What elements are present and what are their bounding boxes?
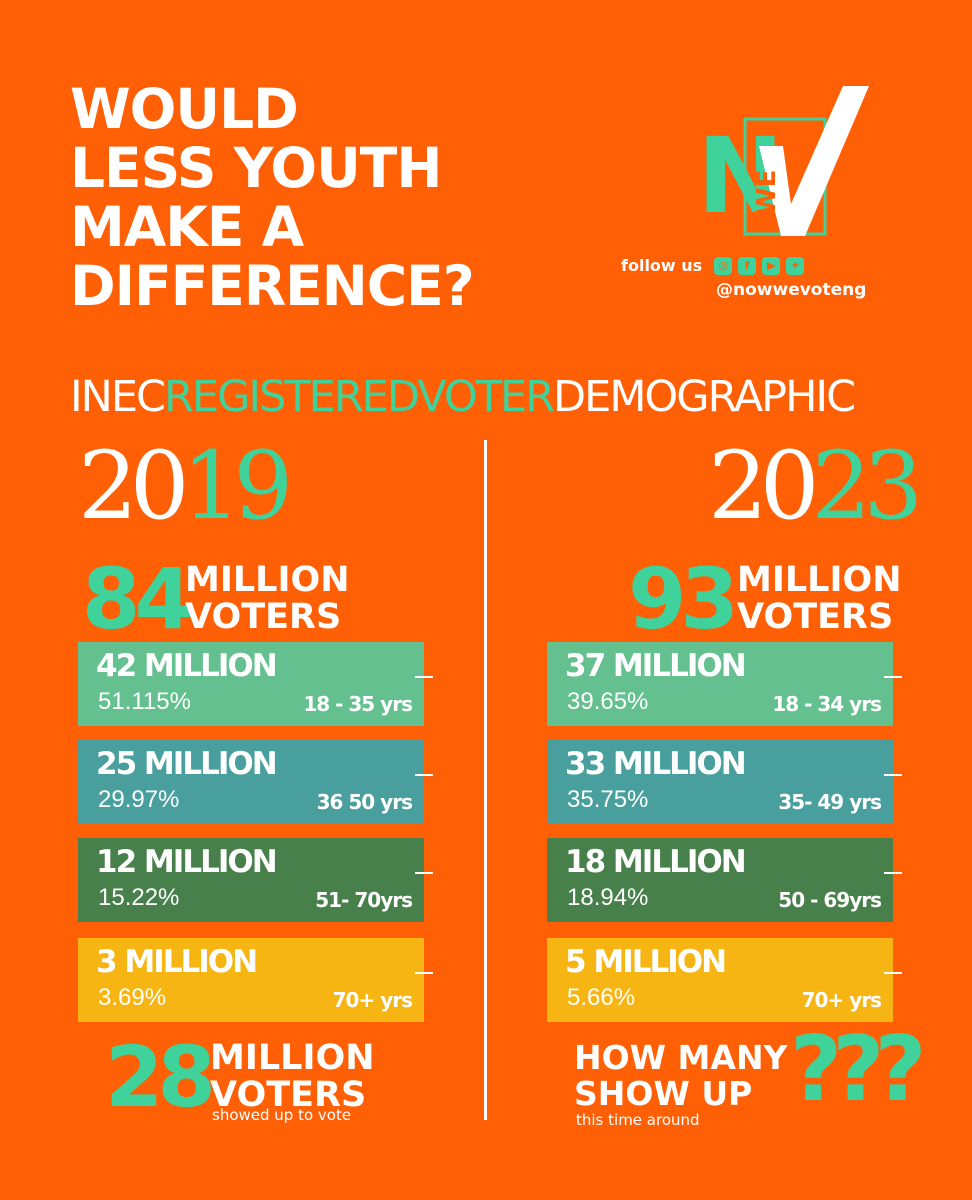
headline: WOULD LESS YOUTH MAKE A DIFFERENCE? xyxy=(70,77,475,318)
social-handle[interactable]: @nowwevoteng xyxy=(716,280,867,300)
row-millions: 33 MILLION xyxy=(565,746,747,782)
headline-line: MAKE A xyxy=(70,195,304,259)
year-2019: 2019 xyxy=(78,440,293,534)
instagram-icon[interactable]: ◎ xyxy=(714,256,733,275)
turnout-label-2019: MILLION VOTERS xyxy=(210,1040,375,1114)
total-voters-2023: 93 xyxy=(628,550,739,648)
age-group-row: 5 MILLION 5.66% 70+ yrs xyxy=(547,938,902,1022)
subtitle: INECREGISTEREDVOTERDEMOGRAPHIC xyxy=(70,372,856,422)
row-age: 36 50 yrs xyxy=(316,790,413,814)
follow-label: follow us xyxy=(621,256,703,275)
twitter-icon[interactable]: ✦ xyxy=(786,256,805,275)
divider xyxy=(484,440,487,1120)
row-age: 35- 49 yrs xyxy=(778,790,882,814)
year-part: 23 xyxy=(811,432,924,541)
row-tick xyxy=(415,676,433,678)
row-age: 18 - 34 yrs xyxy=(772,692,882,716)
total-voters-line: MILLION xyxy=(737,560,902,600)
row-tick xyxy=(415,972,433,974)
row-age: 51- 70yrs xyxy=(315,888,413,912)
total-voters-line: VOTERS xyxy=(185,597,342,637)
row-tick xyxy=(415,774,433,776)
headline-line: DIFFERENCE? xyxy=(70,254,475,318)
turnout-note: showed up to vote xyxy=(212,1106,352,1124)
age-group-row: 37 MILLION 39.65% 18 - 34 yrs xyxy=(547,642,902,726)
row-millions: 37 MILLION xyxy=(565,648,747,684)
row-percent: 3.69% xyxy=(98,984,167,1011)
row-millions: 3 MILLION xyxy=(96,944,258,980)
row-tick xyxy=(884,676,902,678)
row-tick xyxy=(884,872,902,874)
row-tick xyxy=(884,972,902,974)
question-line: SHOW UP xyxy=(574,1074,753,1113)
subtitle-part: REGISTEREDVOTER xyxy=(164,372,555,422)
total-voters-2019: 84 xyxy=(82,550,193,648)
logo-we: WE xyxy=(752,170,782,216)
row-age: 70+ yrs xyxy=(332,988,413,1012)
row-millions: 5 MILLION xyxy=(565,944,727,980)
age-group-row: 25 MILLION 29.97% 36 50 yrs xyxy=(78,740,433,824)
question-line: HOW MANY xyxy=(574,1038,788,1077)
question-marks: ??? xyxy=(790,1017,927,1122)
year-part: 19 xyxy=(181,432,294,541)
row-age: 18 - 35 yrs xyxy=(303,692,413,716)
age-group-row: 33 MILLION 35.75% 35- 49 yrs xyxy=(547,740,902,824)
row-millions: 25 MILLION xyxy=(96,746,278,782)
follow-us: follow us ◎ f ▶ ✦ xyxy=(621,256,805,275)
row-age: 50 - 69yrs xyxy=(778,888,882,912)
row-percent: 35.75% xyxy=(567,786,649,813)
row-millions: 12 MILLION xyxy=(96,844,278,880)
facebook-icon[interactable]: f xyxy=(738,256,757,275)
turnout-question: HOW MANY SHOW UP xyxy=(574,1040,787,1112)
row-millions: 18 MILLION xyxy=(565,844,747,880)
row-age: 70+ yrs xyxy=(801,988,882,1012)
row-tick xyxy=(884,774,902,776)
row-percent: 5.66% xyxy=(567,984,636,1011)
turnout-line: MILLION xyxy=(210,1038,375,1078)
total-voters-label-2019: MILLION VOTERS xyxy=(185,562,350,636)
row-percent: 51.115% xyxy=(98,688,191,715)
age-group-row: 18 MILLION 18.94% 50 - 69yrs xyxy=(547,838,902,922)
year-2023: 2023 xyxy=(708,440,923,534)
total-voters-label-2023: MILLION VOTERS xyxy=(737,562,902,636)
nowwevote-logo: N WE xyxy=(697,86,869,237)
subtitle-part: DEMOGRAPHIC xyxy=(553,372,856,422)
row-tick xyxy=(415,872,433,874)
row-millions: 42 MILLION xyxy=(96,648,278,684)
headline-line: WOULD xyxy=(70,77,299,141)
question-note: this time around xyxy=(576,1111,700,1129)
headline-line: LESS YOUTH xyxy=(70,136,442,200)
row-percent: 18.94% xyxy=(567,884,649,911)
year-part: 20 xyxy=(78,432,190,541)
row-percent: 39.65% xyxy=(567,688,649,715)
subtitle-part: INEC xyxy=(70,372,166,422)
age-group-row: 3 MILLION 3.69% 70+ yrs xyxy=(78,938,433,1022)
total-voters-line: VOTERS xyxy=(737,597,894,637)
age-group-row: 12 MILLION 15.22% 51- 70yrs xyxy=(78,838,433,922)
checkmark-icon xyxy=(759,86,869,236)
total-voters-line: MILLION xyxy=(185,560,350,600)
row-percent: 29.97% xyxy=(98,786,180,813)
age-group-row: 42 MILLION 51.115% 18 - 35 yrs xyxy=(78,642,433,726)
year-part: 20 xyxy=(708,432,820,541)
row-percent: 15.22% xyxy=(98,884,180,911)
turnout-2019: 28 xyxy=(105,1028,216,1126)
turnout-line: VOTERS xyxy=(210,1075,367,1115)
youtube-icon[interactable]: ▶ xyxy=(762,256,781,275)
